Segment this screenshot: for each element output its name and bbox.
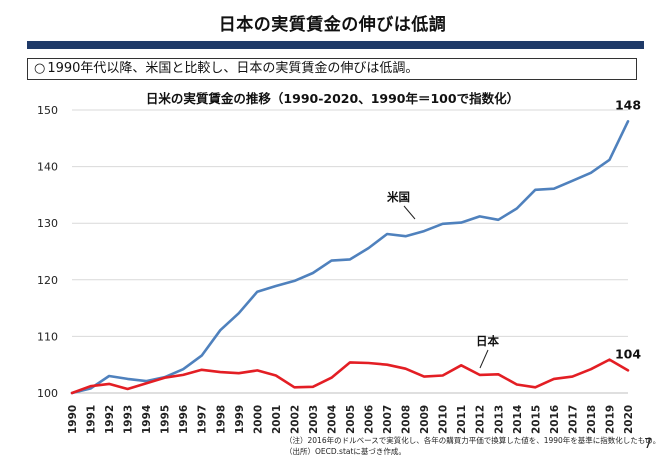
slide-title: 日本の実質賃金の伸びは低調 <box>218 15 447 35</box>
x-tick-label: 2016 <box>549 405 561 434</box>
x-tick-label: 1997 <box>197 405 209 434</box>
x-tick-label: 2009 <box>419 405 431 434</box>
summary-text: 1990年代以降、米国と比較し、日本の実質賃金の伸びは低調。 <box>47 61 419 76</box>
x-tick-label: 2011 <box>456 405 468 434</box>
x-tick-label: 1994 <box>141 405 153 434</box>
chart-source: （出所）OECD.statに基づき作成。 <box>285 447 406 456</box>
x-tick-label: 2000 <box>252 405 264 434</box>
callout-line-jp <box>479 349 489 369</box>
x-tick-label: 2018 <box>586 405 598 434</box>
x-tick-label: 2014 <box>512 405 524 434</box>
x-tick-label: 1993 <box>123 405 135 434</box>
series-line-1 <box>70 358 630 395</box>
x-tick-label: 1995 <box>160 405 172 434</box>
summary-box: ○ 1990年代以降、米国と比較し、日本の実質賃金の伸びは低調。 <box>27 58 637 80</box>
x-tick-label: 2019 <box>604 405 616 434</box>
summary-mark: ○ <box>34 61 46 76</box>
x-tick-label: 2020 <box>623 405 635 434</box>
end-label-jp: 104 <box>615 346 641 361</box>
series-label-jp: 日本 <box>476 334 499 348</box>
x-tick-label: 2002 <box>289 405 301 434</box>
x-tick-label: 1998 <box>215 405 227 434</box>
x-tick-label: 1992 <box>104 405 116 434</box>
x-tick-label: 2015 <box>530 405 542 434</box>
chart-title: 日米の実質賃金の推移（1990-2020、1990年＝100で指数化） <box>145 91 520 106</box>
x-tick-label: 1996 <box>178 405 190 434</box>
series-line-0 <box>70 120 630 395</box>
x-tick-label: 2013 <box>493 405 505 434</box>
x-tick-label: 2010 <box>438 405 450 434</box>
x-tick-label: 1991 <box>86 405 98 434</box>
x-tick-label: 2008 <box>401 405 413 434</box>
x-tick-label: 2004 <box>326 405 338 434</box>
chart-note: （注）2016年のドルベースで実質化し、各年の購買力平価で換算した値を、1990… <box>285 436 661 445</box>
page-number: 7 <box>644 437 653 452</box>
x-tick-label: 2017 <box>567 405 579 434</box>
y-tick-label: 140 <box>37 161 58 174</box>
callout-line-us <box>403 205 416 220</box>
x-tick-label: 2007 <box>382 405 394 434</box>
title-rule <box>27 41 644 49</box>
end-label-us: 148 <box>615 97 641 112</box>
x-tick-label: 1990 <box>67 405 79 434</box>
y-tick-label: 130 <box>37 217 58 230</box>
y-tick-label: 120 <box>37 274 58 287</box>
x-tick-label: 2005 <box>345 405 357 434</box>
y-tick-label: 150 <box>37 104 58 117</box>
y-tick-label: 110 <box>37 330 58 343</box>
x-tick-label: 1999 <box>234 405 246 434</box>
series-label-us: 米国 <box>386 190 410 204</box>
x-tick-label: 2001 <box>271 405 283 434</box>
x-tick-label: 2012 <box>475 405 487 434</box>
y-tick-label: 100 <box>37 387 58 400</box>
x-tick-label: 2003 <box>308 405 320 434</box>
x-tick-label: 2006 <box>364 405 376 434</box>
